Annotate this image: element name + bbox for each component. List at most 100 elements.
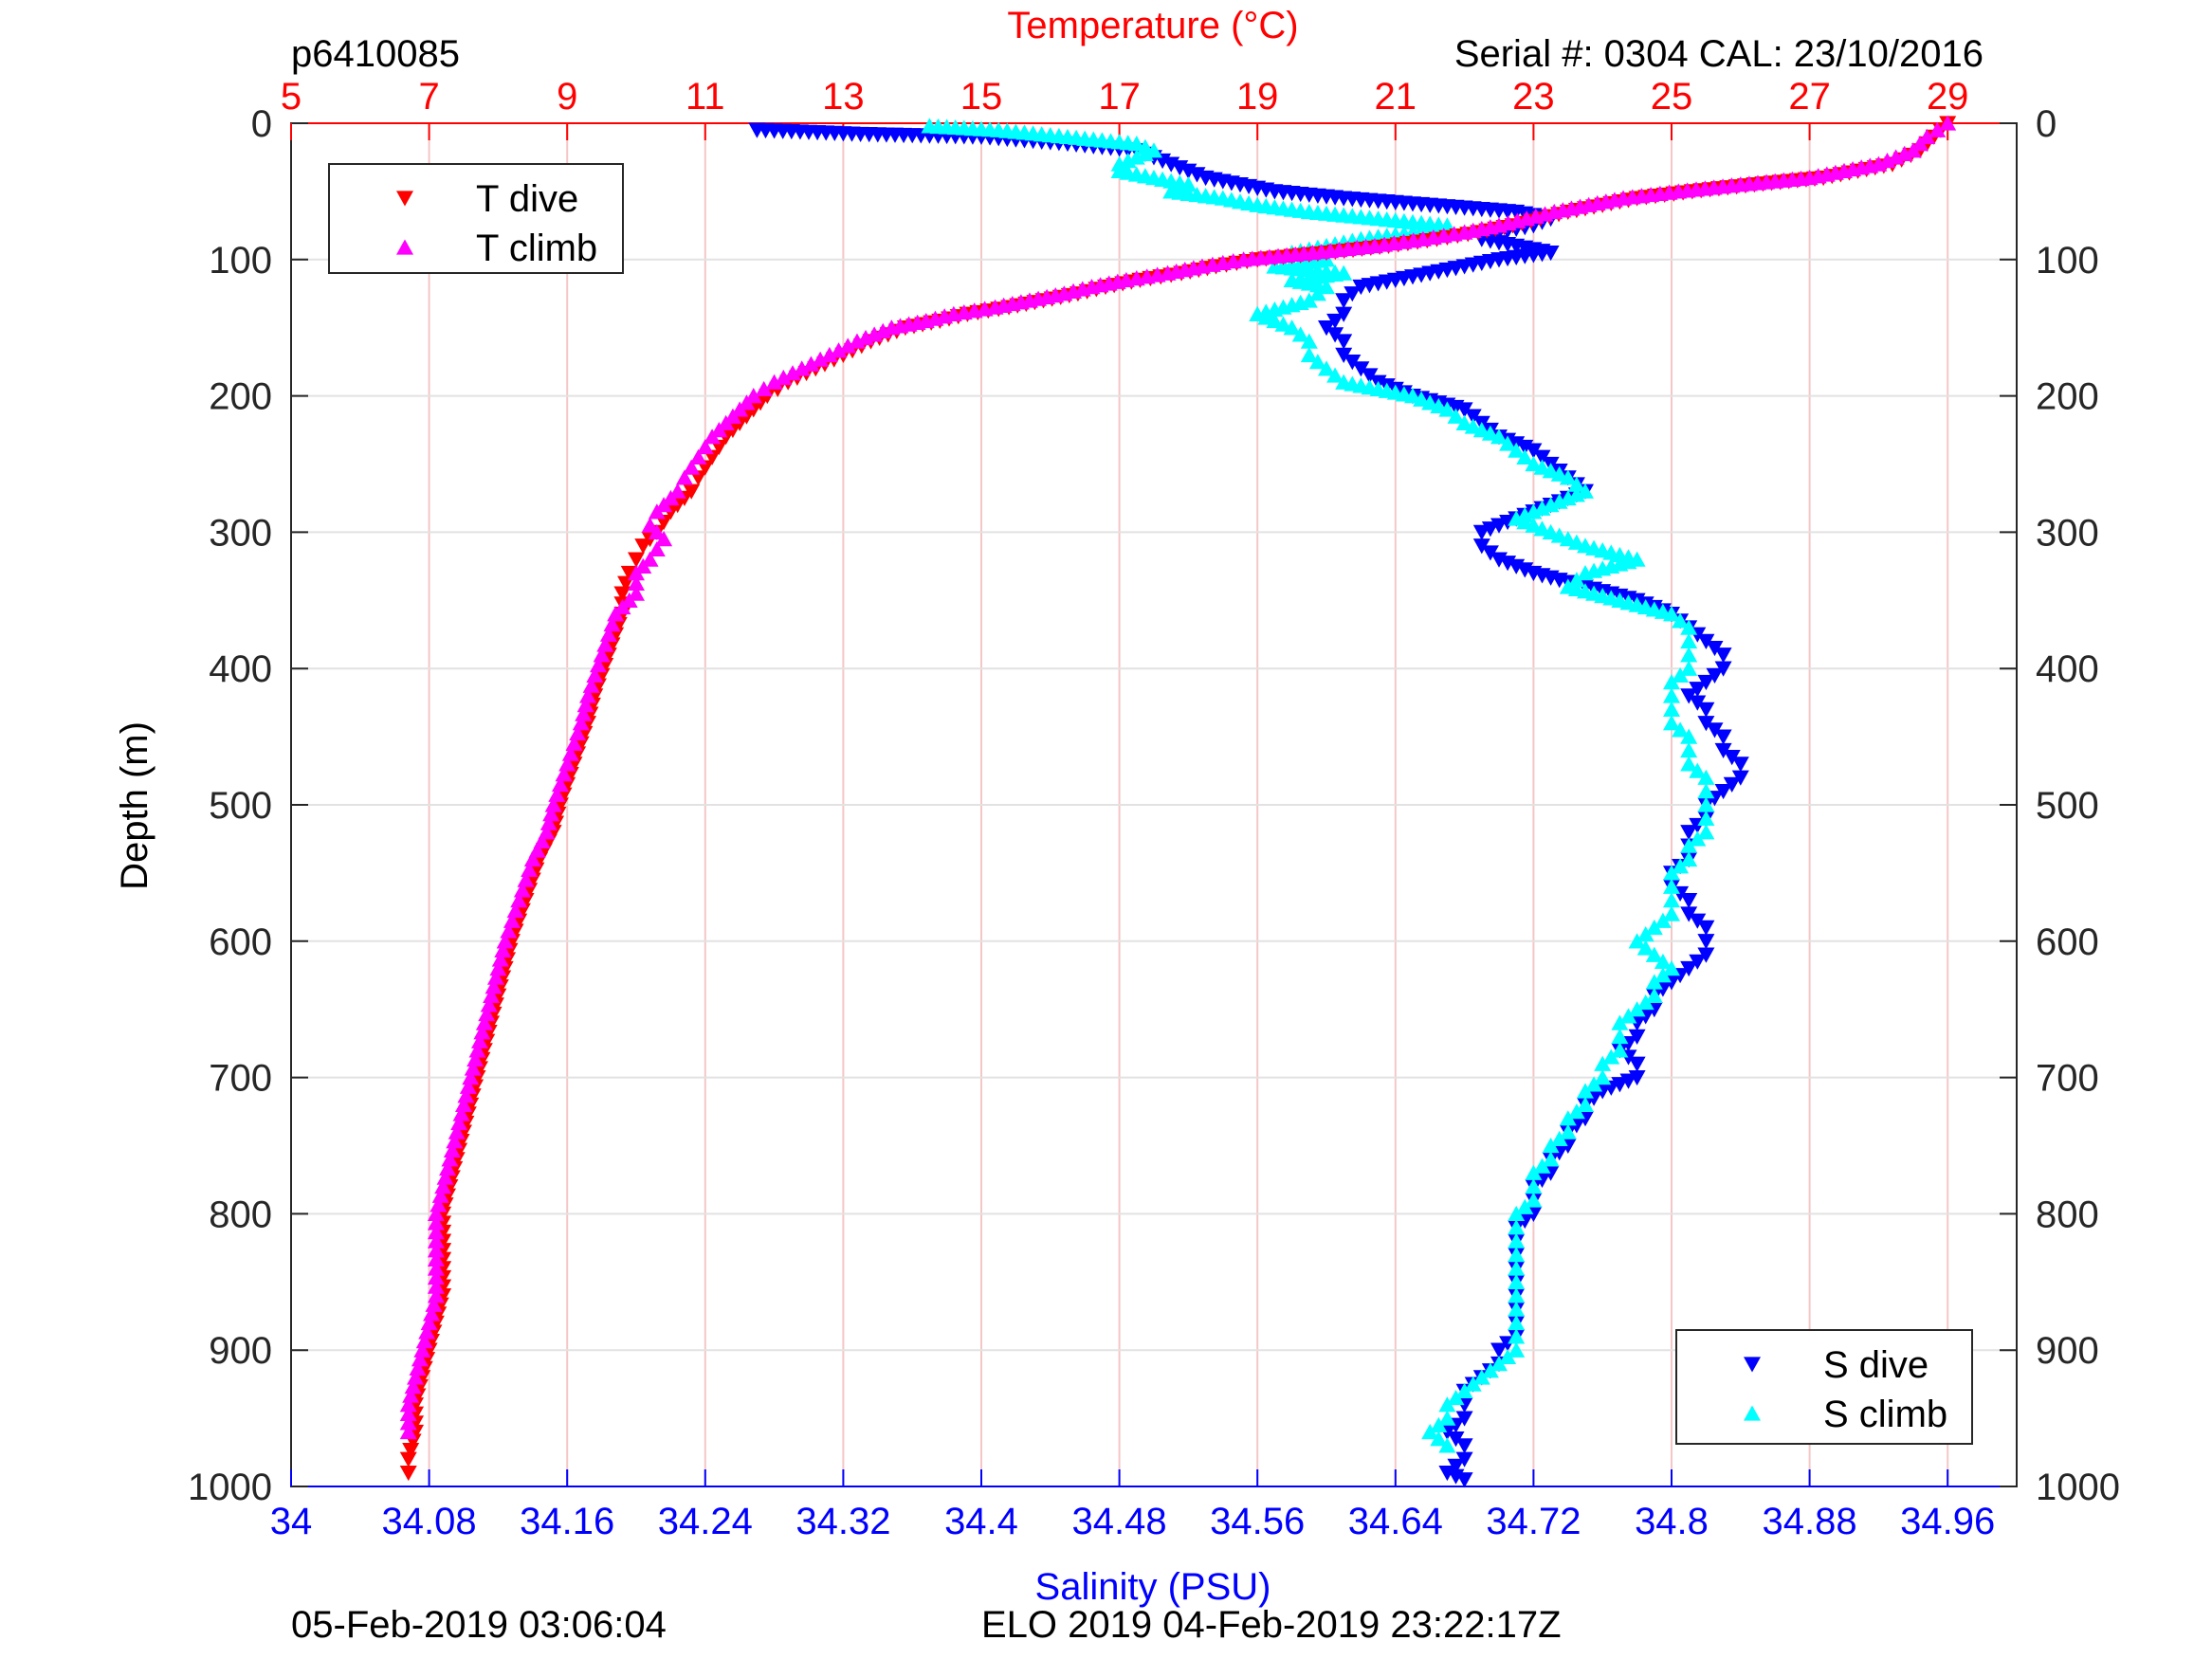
data-point: [1490, 1342, 1508, 1358]
depth-tick-label-right: 600: [2036, 921, 2099, 963]
data-point: [1326, 313, 1344, 330]
data-point: [1542, 1137, 1560, 1154]
data-point: [455, 1096, 472, 1113]
data-point: [423, 1305, 441, 1322]
data-point: [399, 1451, 417, 1468]
data-point: [1234, 251, 1252, 267]
data-point: [1508, 1328, 1526, 1344]
data-point: [1447, 1389, 1465, 1406]
data-point: [634, 538, 652, 555]
data-point: [427, 1250, 445, 1267]
data-point: [1654, 912, 1672, 928]
data-point: [427, 1242, 445, 1258]
data-point: [1455, 1451, 1473, 1468]
data-point: [494, 941, 512, 958]
data-point: [510, 892, 528, 908]
data-point: [1148, 266, 1166, 283]
data-point: [648, 540, 666, 557]
data-point: [704, 428, 722, 445]
data-point: [576, 696, 594, 713]
data-point: [1723, 750, 1741, 766]
data-point: [399, 1396, 417, 1413]
data-point: [551, 775, 569, 793]
data-point: [1447, 1431, 1465, 1448]
data-point: [1352, 361, 1370, 377]
data-point: [1326, 327, 1344, 343]
data-point: [848, 333, 866, 349]
data-point: [1438, 1396, 1456, 1413]
data-point: [1335, 293, 1353, 309]
temperature-tick-label: 11: [686, 76, 725, 118]
data-point: [1628, 1001, 1646, 1017]
data-point: [1663, 715, 1680, 731]
data-point: [483, 987, 501, 1003]
data-point: [1663, 701, 1680, 717]
depth-tick-label-right: 500: [2036, 785, 2099, 827]
data-point: [500, 922, 518, 939]
data-point: [1645, 946, 1663, 962]
data-point: [812, 351, 830, 367]
depth-tick-label-right: 0: [2036, 103, 2057, 145]
data-point: [1929, 121, 1947, 137]
data-point: [480, 996, 498, 1012]
data-point: [765, 374, 783, 390]
data-point: [986, 299, 1004, 315]
data-point: [399, 1465, 417, 1482]
data-point: [1508, 1232, 1526, 1249]
data-point: [1499, 435, 1517, 451]
data-point: [407, 1369, 425, 1385]
data-point: [641, 551, 659, 567]
data-point: [1344, 286, 1362, 302]
data-point: [1577, 1083, 1594, 1099]
data-point: [1455, 224, 1473, 240]
data-point: [1445, 226, 1463, 242]
data-point: [662, 489, 680, 506]
legend-marker: [396, 239, 413, 255]
data-point: [579, 687, 597, 703]
data-point: [744, 388, 762, 404]
data-point: [1628, 933, 1646, 949]
data-point: [1559, 469, 1577, 485]
data-point: [420, 1314, 438, 1331]
data-point: [418, 1323, 436, 1340]
data-point: [628, 564, 645, 581]
data-point: [1663, 687, 1680, 703]
data-point: [1214, 254, 1232, 271]
data-point: [1731, 770, 1749, 786]
data-point: [468, 1042, 486, 1058]
data-point: [593, 647, 611, 663]
salinity-tick-label: 34.8: [1635, 1501, 1709, 1542]
data-point: [1697, 633, 1715, 649]
data-point: [506, 902, 524, 919]
data-point: [1697, 796, 1715, 812]
data-point: [628, 552, 645, 568]
legend-label: S dive: [1823, 1344, 1929, 1386]
data-point: [689, 448, 707, 465]
data-point: [1455, 1382, 1473, 1398]
data-point: [1464, 1376, 1482, 1392]
depth-axis-title: Depth (m): [114, 721, 155, 890]
series-s-climb: [921, 118, 1715, 1453]
data-point: [1490, 428, 1508, 445]
data-point: [731, 401, 749, 417]
data-point: [1672, 666, 1690, 684]
data-point: [655, 497, 673, 513]
data-point: [596, 636, 614, 652]
data-point: [1680, 660, 1698, 676]
data-point: [802, 356, 820, 372]
depth-tick-label: 400: [209, 648, 272, 690]
data-point: [413, 1341, 431, 1358]
data-point: [955, 303, 973, 320]
data-point: [430, 1196, 448, 1212]
data-point: [1516, 1198, 1534, 1214]
salinity-axis-title: Salinity (PSU): [1035, 1566, 1271, 1608]
data-point: [572, 715, 590, 731]
depth-tick-label: 800: [209, 1194, 272, 1235]
temperature-tick-label: 29: [1927, 76, 1969, 118]
data-point: [1438, 1410, 1456, 1426]
data-point: [1447, 1458, 1465, 1474]
data-point: [1663, 878, 1680, 894]
data-point: [1430, 1431, 1448, 1447]
data-point: [402, 1443, 420, 1459]
data-point: [1680, 632, 1698, 649]
